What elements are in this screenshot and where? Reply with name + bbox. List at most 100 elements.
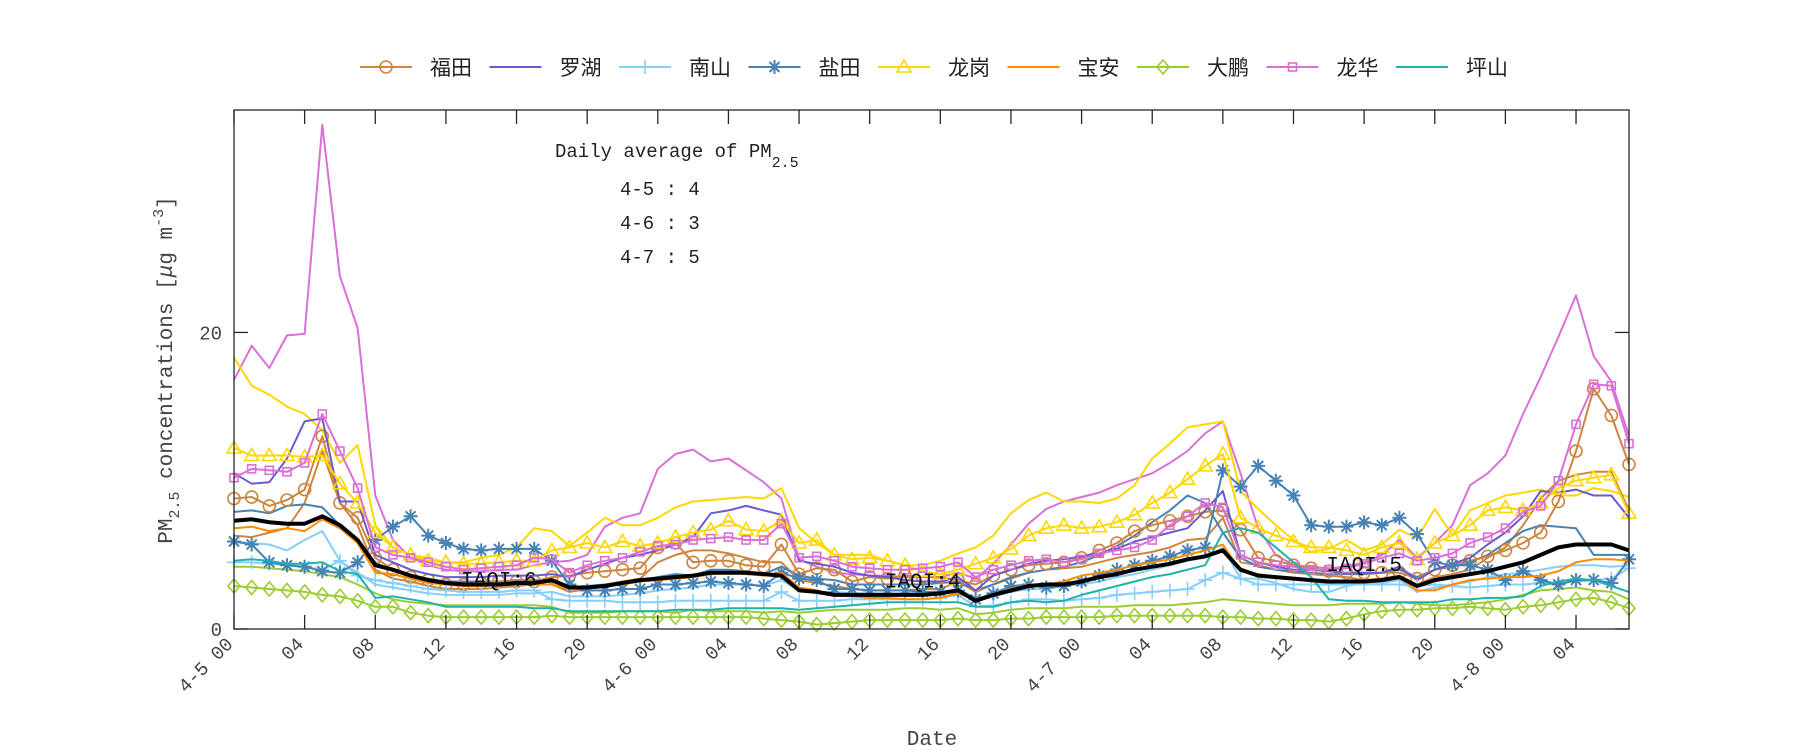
x-tick-label: 12 (842, 634, 874, 666)
data-point-circle (615, 562, 630, 577)
data-point-square (423, 557, 434, 568)
data-point-triangle (949, 561, 967, 576)
legend-marker-asterisk (767, 60, 782, 74)
data-point-triangle (1214, 445, 1232, 460)
data-point-plus (721, 593, 736, 608)
data-point-square (1429, 553, 1440, 563)
data-point-plus (1268, 577, 1283, 592)
data-point-circle (1586, 381, 1601, 396)
data-point-asterisk (1445, 558, 1460, 573)
data-point-asterisk (350, 555, 365, 570)
data-point-plus (1109, 587, 1124, 602)
data-point-square (352, 483, 363, 493)
data-point-triangle (1373, 538, 1391, 554)
data-point-triangle (790, 534, 808, 549)
x-tick-label: 4-8 00 (1446, 634, 1510, 698)
data-point-square (829, 555, 840, 566)
x-tick-label: 16 (913, 634, 945, 666)
x-tick-label: 08 (348, 634, 380, 666)
legend-label: 罗湖 (560, 56, 602, 80)
data-point-diamond (703, 608, 718, 626)
data-point-square (335, 446, 345, 456)
data-point-plus (668, 593, 683, 608)
data-point-asterisk (703, 574, 718, 589)
data-point-square (1447, 548, 1458, 559)
data-point-asterisk (544, 553, 559, 568)
data-point-circle (1198, 505, 1213, 519)
data-point-diamond (880, 611, 895, 629)
data-point-triangle (1496, 498, 1514, 514)
daily-average-title-subscript: 2.5 (772, 155, 799, 172)
data-point-diamond (527, 608, 542, 626)
data-point-circle (1163, 513, 1177, 528)
legend-marker-plus (638, 60, 652, 74)
data-point-asterisk (1339, 519, 1354, 534)
data-point-asterisk (1198, 540, 1213, 555)
legend-marker-circle (379, 60, 393, 74)
data-point-circle (1604, 408, 1619, 423)
data-point-plus (809, 593, 824, 608)
data-point-plus (703, 593, 718, 608)
data-point-diamond (950, 610, 966, 627)
data-point-diamond (297, 583, 312, 601)
data-point-square (1324, 564, 1334, 575)
data-point-square (635, 547, 645, 557)
legend-item-南山: 南山 (619, 56, 731, 80)
data-point-diamond (1162, 607, 1177, 624)
data-point-square (688, 535, 698, 545)
data-point-square (917, 563, 928, 574)
data-point-square (953, 557, 963, 568)
data-point-asterisk (827, 581, 842, 596)
series-layer (225, 123, 1638, 633)
data-point-triangle (1267, 526, 1285, 542)
data-point-asterisk (1180, 543, 1195, 558)
data-point-square (1112, 545, 1122, 556)
data-point-asterisk (721, 576, 736, 591)
data-point-asterisk (1516, 564, 1531, 579)
data-point-square (1359, 558, 1369, 569)
data-point-triangle (720, 512, 737, 527)
data-point-asterisk (527, 541, 542, 556)
data-point-square (1482, 532, 1493, 542)
data-point-triangle (1461, 516, 1479, 531)
data-point-diamond (1268, 610, 1283, 627)
data-point-plus (332, 553, 347, 568)
data-point-plus (1092, 590, 1107, 605)
data-point-square (794, 553, 804, 563)
data-point-circle (315, 429, 330, 444)
data-point-plus (615, 595, 630, 610)
data-point-plus (1480, 578, 1495, 593)
data-point-triangle (1232, 509, 1249, 524)
data-point-plus (1180, 581, 1195, 596)
data-point-diamond (1056, 608, 1071, 626)
data-point-triangle (843, 550, 861, 566)
data-point-diamond (1251, 610, 1266, 627)
data-point-plus (1127, 586, 1142, 601)
data-point-asterisk (1304, 518, 1319, 533)
annotations: Daily average of PM2.5 4-5 : 4 4-6 : 3 4… (461, 141, 1402, 595)
data-point-asterisk (1162, 549, 1177, 564)
data-point-triangle (1126, 506, 1143, 521)
data-point-triangle (1002, 540, 1020, 555)
data-point-square (670, 539, 681, 550)
data-point-plus (1198, 573, 1213, 588)
data-point-triangle (1444, 526, 1461, 542)
data-point-plus (368, 573, 383, 588)
data-point-plus (1021, 592, 1036, 607)
data-point-asterisk (580, 583, 595, 598)
data-point-diamond (544, 607, 559, 624)
data-point-asterisk (1003, 578, 1018, 593)
data-point-square (582, 560, 592, 571)
data-point-diamond (597, 608, 612, 626)
data-point-triangle (861, 549, 879, 564)
data-point-circle (1498, 543, 1513, 558)
data-point-square (264, 465, 275, 476)
iaqi-label: IAQI:4 (885, 572, 961, 595)
x-tick-label: 4-7 00 (1022, 634, 1086, 698)
data-point-circle (1533, 525, 1548, 540)
data-point-square (1059, 557, 1069, 568)
data-point-asterisk (1410, 527, 1425, 542)
data-point-asterisk (862, 583, 877, 598)
data-point-square (405, 553, 416, 563)
data-point-plus (756, 593, 771, 608)
